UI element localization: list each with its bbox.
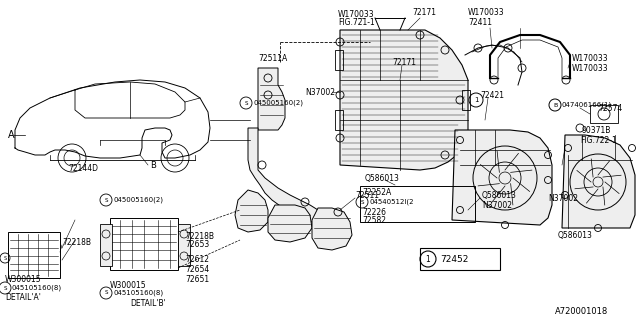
Text: 72582: 72582 bbox=[362, 215, 386, 225]
Text: 72218B: 72218B bbox=[185, 231, 214, 241]
Text: 04540512I(2: 04540512I(2 bbox=[370, 199, 415, 205]
Bar bbox=[335, 110, 343, 130]
Text: Q586013: Q586013 bbox=[558, 230, 593, 239]
Text: 72651: 72651 bbox=[185, 276, 209, 284]
Bar bbox=[8, 232, 60, 278]
Text: 72511A: 72511A bbox=[258, 53, 287, 62]
Bar bbox=[420, 248, 500, 270]
Text: N37002: N37002 bbox=[548, 194, 578, 203]
Text: 045105160(8): 045105160(8) bbox=[12, 285, 62, 291]
Bar bbox=[100, 224, 112, 266]
Text: 72171: 72171 bbox=[412, 7, 436, 17]
Polygon shape bbox=[340, 30, 468, 170]
Text: DETAIL'A': DETAIL'A' bbox=[5, 293, 41, 302]
Bar bbox=[110, 218, 178, 270]
Text: N37002: N37002 bbox=[305, 87, 335, 97]
Text: 72252A: 72252A bbox=[362, 188, 391, 196]
Text: 1: 1 bbox=[474, 97, 478, 103]
Bar bbox=[178, 224, 190, 266]
Text: 72144D: 72144D bbox=[68, 164, 98, 172]
Bar bbox=[590, 105, 618, 123]
Text: 72411: 72411 bbox=[468, 18, 492, 27]
Text: N37002: N37002 bbox=[482, 201, 512, 210]
Text: W300015: W300015 bbox=[110, 281, 147, 290]
Text: W170033: W170033 bbox=[572, 53, 609, 62]
Text: 72574: 72574 bbox=[598, 103, 622, 113]
Text: 72452: 72452 bbox=[440, 254, 468, 263]
Polygon shape bbox=[235, 190, 268, 232]
Text: S: S bbox=[3, 285, 7, 291]
Text: S: S bbox=[104, 197, 108, 203]
Text: 72511: 72511 bbox=[355, 190, 379, 199]
Polygon shape bbox=[248, 128, 320, 222]
Polygon shape bbox=[268, 205, 312, 242]
Text: 72171: 72171 bbox=[392, 58, 416, 67]
Text: 72421: 72421 bbox=[480, 91, 504, 100]
Polygon shape bbox=[312, 208, 352, 250]
Text: W170033: W170033 bbox=[338, 10, 374, 19]
Polygon shape bbox=[562, 135, 635, 228]
Text: W300015: W300015 bbox=[5, 276, 42, 284]
Text: S: S bbox=[104, 291, 108, 295]
Text: B: B bbox=[553, 102, 557, 108]
Text: Q586013: Q586013 bbox=[365, 173, 400, 182]
Text: 72653: 72653 bbox=[185, 239, 209, 249]
Text: 045005160(2): 045005160(2) bbox=[253, 100, 303, 106]
Text: 72612: 72612 bbox=[185, 255, 209, 265]
Text: 1: 1 bbox=[426, 254, 430, 263]
Text: 72654: 72654 bbox=[185, 266, 209, 275]
Text: FIG.721-1: FIG.721-1 bbox=[338, 18, 375, 27]
Text: A720001018: A720001018 bbox=[555, 308, 608, 316]
Text: S: S bbox=[244, 100, 248, 106]
Text: 72226: 72226 bbox=[362, 207, 386, 217]
Text: 047406166(1): 047406166(1) bbox=[562, 102, 612, 108]
Bar bbox=[360, 186, 475, 222]
Text: FIG.722-1: FIG.722-1 bbox=[580, 135, 617, 145]
Bar bbox=[335, 50, 343, 70]
Text: W170033: W170033 bbox=[572, 63, 609, 73]
Text: 045105160(8): 045105160(8) bbox=[113, 290, 163, 296]
Bar bbox=[462, 90, 470, 110]
Text: B: B bbox=[150, 161, 156, 170]
Text: Q586013: Q586013 bbox=[482, 190, 517, 199]
Text: S: S bbox=[360, 199, 364, 204]
Text: 72218B: 72218B bbox=[62, 237, 91, 246]
Text: 90371B: 90371B bbox=[582, 125, 611, 134]
Text: DETAIL'B': DETAIL'B' bbox=[130, 300, 166, 308]
Text: 045005160(2): 045005160(2) bbox=[113, 197, 163, 203]
Polygon shape bbox=[258, 68, 285, 130]
Text: S: S bbox=[3, 255, 6, 260]
Polygon shape bbox=[452, 130, 552, 225]
Text: A: A bbox=[8, 130, 15, 140]
Text: W170033: W170033 bbox=[468, 7, 504, 17]
